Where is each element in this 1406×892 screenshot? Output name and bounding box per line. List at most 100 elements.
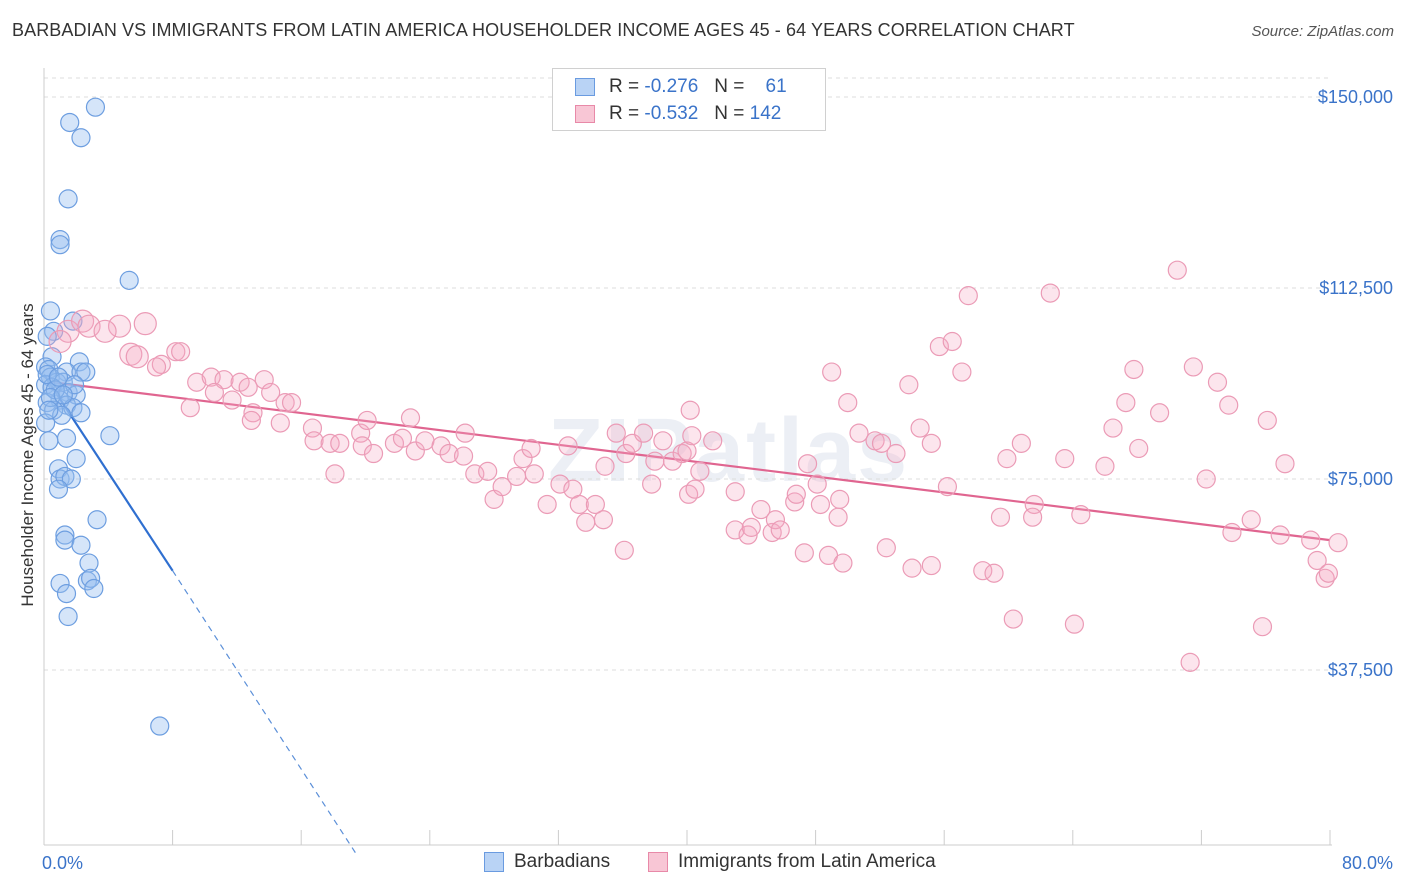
point-latin-america — [1055, 449, 1075, 469]
point-latin-america — [507, 466, 527, 487]
point-latin-america — [431, 436, 451, 456]
point-latin-america — [166, 342, 186, 362]
point-latin-america — [833, 553, 853, 573]
point-barbadian — [37, 364, 57, 385]
data-points — [36, 97, 1348, 736]
point-latin-america — [642, 474, 662, 494]
point-latin-america — [330, 433, 350, 453]
n-label: N = — [714, 103, 745, 124]
point-barbadian — [39, 400, 59, 420]
point-latin-america — [439, 443, 459, 464]
point-latin-america — [1003, 609, 1023, 629]
point-barbadian — [71, 403, 91, 423]
point-barbadian — [84, 578, 104, 599]
point-barbadian — [58, 606, 78, 627]
point-latin-america — [838, 393, 858, 413]
point-latin-america — [871, 433, 892, 453]
n-value: 61 — [765, 76, 787, 97]
point-latin-america — [107, 314, 132, 338]
point-latin-america — [1196, 469, 1216, 489]
point-barbadian — [60, 112, 80, 133]
tick-labels: $150,000 $112,500 $75,000 $37,500 0.0% 80.0% — [42, 87, 1393, 873]
y-axis-label: Householder Income Ages 45 - 64 years — [18, 303, 37, 607]
point-latin-america — [405, 441, 425, 461]
point-latin-america — [492, 477, 512, 497]
point-latin-america — [899, 375, 919, 395]
point-latin-america — [937, 477, 958, 497]
point-latin-america — [807, 474, 827, 494]
pink-swatch — [648, 852, 668, 872]
point-latin-america — [1222, 522, 1242, 543]
legend-item-latin-america[interactable]: Immigrants from Latin America — [648, 851, 936, 873]
r-label: R = — [609, 76, 640, 97]
point-latin-america — [1207, 372, 1228, 392]
point-latin-america — [929, 336, 949, 357]
point-latin-america — [204, 382, 224, 403]
point-latin-america — [770, 520, 790, 540]
point-barbadian — [52, 405, 72, 425]
point-barbadian — [58, 189, 78, 209]
y-tick-label: $75,000 — [1328, 469, 1393, 489]
x-tick-label: 80.0% — [1342, 853, 1393, 873]
point-latin-america — [849, 423, 869, 443]
point-latin-america — [984, 563, 1004, 583]
r-value: -0.276 — [644, 76, 699, 97]
point-latin-america — [797, 454, 818, 474]
point-latin-america — [320, 433, 340, 453]
point-latin-america — [304, 431, 324, 451]
point-barbadian — [50, 235, 70, 255]
point-latin-america — [1307, 550, 1327, 571]
point-barbadian — [55, 530, 75, 550]
point-latin-america — [614, 540, 634, 560]
point-barbadian — [87, 510, 107, 530]
point-latin-america — [513, 449, 533, 469]
point-latin-america — [606, 423, 626, 443]
point-latin-america — [725, 482, 745, 502]
stats-row-latin-america: R = -0.532 N = 142 — [575, 102, 781, 126]
n-label: N = — [714, 76, 745, 97]
point-latin-america — [357, 410, 377, 431]
point-latin-america — [1095, 456, 1115, 476]
point-latin-america — [810, 494, 831, 515]
point-latin-america — [677, 441, 697, 461]
point-latin-america — [222, 390, 242, 410]
point-barbadian — [76, 362, 96, 382]
blue-swatch — [575, 78, 595, 96]
point-latin-america — [765, 510, 786, 530]
point-latin-america — [455, 423, 475, 443]
point-barbadian — [71, 128, 91, 148]
point-latin-america — [187, 372, 207, 392]
y-tick-label: $37,500 — [1328, 660, 1393, 680]
legend-label: Immigrants from Latin America — [678, 851, 936, 872]
chart-title: BARBADIAN VS IMMIGRANTS FROM LATIN AMERI… — [12, 20, 1075, 40]
legend-item-barbadians[interactable]: Barbadians — [484, 851, 610, 873]
point-latin-america — [352, 436, 372, 456]
point-latin-america — [1180, 652, 1200, 672]
point-latin-america — [942, 331, 962, 352]
point-latin-america — [1318, 563, 1338, 583]
point-barbadian — [50, 573, 70, 594]
y-tick-label: $112,500 — [1319, 278, 1393, 298]
point-latin-america — [1328, 533, 1348, 553]
point-barbadian — [40, 301, 61, 321]
point-latin-america — [125, 345, 149, 369]
point-latin-america — [133, 312, 157, 336]
point-latin-america — [1011, 433, 1031, 453]
point-latin-america — [690, 461, 710, 481]
point-latin-america — [786, 484, 806, 504]
point-latin-america — [725, 520, 745, 540]
r-label: R = — [609, 103, 640, 124]
point-latin-america — [453, 446, 474, 466]
point-latin-america — [261, 382, 281, 403]
point-latin-america — [997, 449, 1017, 469]
point-latin-america — [243, 403, 263, 423]
point-latin-america — [952, 362, 972, 382]
point-latin-america — [1116, 393, 1136, 413]
point-latin-america — [902, 558, 922, 578]
point-latin-america — [921, 555, 941, 576]
point-latin-america — [214, 370, 234, 390]
point-barbadian — [100, 426, 120, 446]
point-latin-america — [616, 443, 636, 464]
trendline-latin-america — [51, 381, 1331, 542]
point-latin-america — [680, 400, 700, 420]
